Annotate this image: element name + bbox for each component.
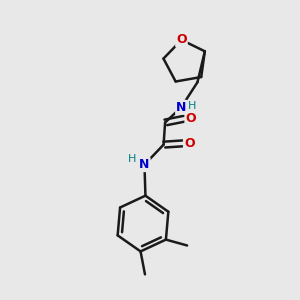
Text: N: N <box>176 101 187 114</box>
Text: N: N <box>139 158 150 171</box>
Text: O: O <box>184 137 194 150</box>
Text: H: H <box>188 101 197 111</box>
Text: H: H <box>128 154 136 164</box>
Text: O: O <box>176 33 187 46</box>
Text: O: O <box>185 112 196 124</box>
